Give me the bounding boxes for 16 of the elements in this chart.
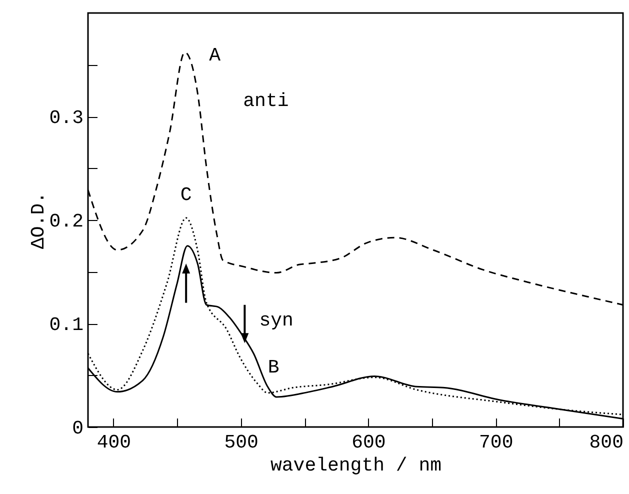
y-tick-label: 0.2 [49,210,84,232]
x-axis-title: wavelength / nm [270,454,442,476]
y-tick-label: 0.1 [49,314,84,336]
annotation: C [180,184,192,206]
annotation: A [209,44,222,66]
annotation: syn [259,309,294,332]
y-tick-label: 0 [72,418,84,440]
y-tick-label: 0.3 [49,107,84,129]
x-tick-label: 700 [479,432,514,454]
x-tick-label: 600 [352,432,386,454]
x-tick-label: 400 [96,432,132,454]
x-tick-label: 500 [224,432,258,454]
x-tick-label: 800 [589,432,624,454]
annotation: B [268,356,280,379]
y-axis-title: ΔO.D. [27,192,50,250]
annotation: anti [243,90,289,112]
